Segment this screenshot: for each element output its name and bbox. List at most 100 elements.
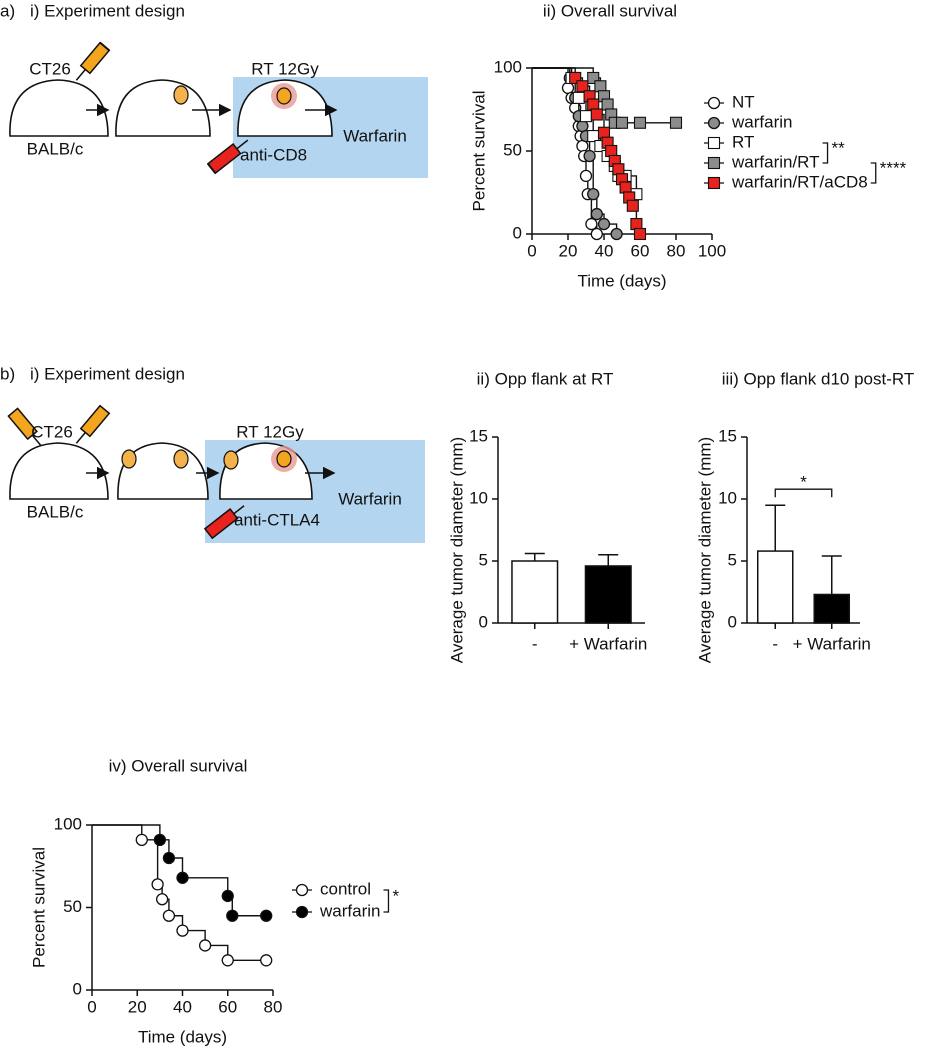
diagram-a: a) i) Experiment design CT26 BALB/c RT 1…: [0, 1, 428, 178]
legend-marker: [295, 905, 309, 919]
marker: [615, 116, 629, 129]
legend-marker: [707, 176, 721, 190]
legend-label: warfarin/RT: [731, 152, 820, 171]
survival-curve: [92, 824, 267, 917]
marker: [579, 169, 593, 183]
x-tick-label: 0: [87, 997, 96, 1016]
x-axis-label: Time (days): [577, 271, 666, 290]
y-tick-label: 50: [63, 897, 82, 916]
tumor: [121, 449, 137, 469]
marker: [626, 199, 639, 212]
marker: [151, 878, 164, 891]
legend-marker: [295, 883, 309, 897]
legend-marker: [707, 156, 721, 170]
x-tick-label: 40: [595, 241, 614, 260]
legend-label: control: [320, 879, 371, 898]
legend-label: warfarin: [731, 112, 792, 131]
y-tick-label: 0: [728, 612, 737, 631]
significance: ****: [880, 158, 907, 177]
significance: *: [392, 886, 399, 905]
y-tick-label: 100: [494, 57, 522, 76]
syringe: [203, 505, 245, 540]
marker: [198, 939, 212, 952]
x-tick-label: 40: [173, 997, 192, 1016]
marker: [597, 126, 611, 139]
marker: [587, 98, 600, 111]
diagram-b: b) i) Experiment design CT26 BALB/c RT 1…: [0, 364, 425, 543]
y-tick-label: 15: [718, 426, 737, 445]
y-tick-label: 5: [479, 550, 488, 569]
tumor: [223, 450, 239, 470]
marker: [601, 98, 614, 111]
marker: [176, 924, 189, 937]
marker: [619, 181, 632, 194]
marker: [590, 227, 603, 241]
label: RT 12Gy: [236, 422, 304, 441]
bar: [511, 560, 559, 624]
marker: [260, 954, 273, 967]
x-tick-label: 60: [631, 241, 650, 260]
panel-label: a): [0, 1, 15, 20]
marker: [597, 217, 611, 231]
label: Warfarin: [338, 489, 402, 508]
marker: [579, 110, 593, 123]
mouse: [9, 442, 109, 500]
y-tick-label: 10: [469, 488, 488, 507]
marker: [583, 149, 596, 163]
marker: [633, 227, 647, 241]
x-tick-label: 60: [218, 997, 237, 1016]
y-axis-label: Percent survival: [469, 91, 488, 212]
label: Warfarin: [343, 126, 407, 145]
marker: [633, 116, 647, 129]
y-axis-label: Percent survival: [29, 847, 48, 968]
marker: [630, 217, 643, 231]
significance: *: [800, 473, 807, 492]
bar: [813, 593, 851, 624]
x-tick-label: -: [532, 634, 538, 653]
y-tick-label: 5: [728, 550, 737, 569]
marker: [594, 80, 607, 93]
marker: [585, 217, 598, 231]
syringe: [75, 404, 111, 444]
legend-marker: [707, 116, 721, 130]
marker: [135, 833, 148, 846]
marker: [576, 80, 589, 93]
y-tick-label: 50: [503, 140, 522, 159]
mouse: [9, 79, 109, 137]
chart-title: iv) Overall survival: [109, 756, 248, 775]
mouse: [115, 79, 211, 137]
marker: [587, 71, 600, 85]
marker: [590, 108, 603, 121]
marker: [260, 909, 273, 922]
label: anti-CTLA4: [234, 510, 320, 529]
bar: [756, 550, 794, 624]
marker: [572, 91, 585, 104]
label: BALB/c: [27, 502, 84, 521]
x-tick-label: 100: [698, 241, 726, 260]
x-tick-label: 20: [559, 241, 578, 260]
bracket: [822, 142, 829, 164]
tumor: [173, 85, 189, 105]
chart-title: iii) Opp flank d10 post-RT: [722, 369, 914, 388]
survival-curve: [92, 824, 267, 961]
syringe: [7, 407, 42, 447]
bracket: [383, 889, 390, 913]
x-tick-label: -: [772, 634, 778, 653]
label: BALB/c: [27, 139, 84, 158]
marker: [153, 833, 167, 846]
y-axis-label: Average tumor diameter (mm): [447, 437, 466, 663]
diagram-title: i) Experiment design: [30, 364, 185, 383]
marker: [162, 851, 176, 865]
panel-label: b): [0, 364, 15, 383]
legend-marker: [707, 96, 721, 110]
x-tick-label: + Warfarin: [793, 634, 871, 653]
chart-title: ii) Overall survival: [543, 1, 677, 20]
x-axis-label: Time (days): [138, 1027, 227, 1046]
bar: [584, 565, 632, 624]
y-tick-label: 10: [718, 488, 737, 507]
marker: [221, 954, 234, 967]
significance: **: [832, 138, 846, 157]
x-tick-label: 20: [128, 997, 147, 1016]
bracket: [774, 488, 833, 498]
